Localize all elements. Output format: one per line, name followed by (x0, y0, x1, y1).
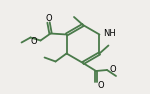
Text: NH: NH (103, 29, 116, 38)
Text: O: O (97, 81, 104, 91)
Text: O: O (110, 66, 117, 75)
Text: O: O (31, 37, 38, 46)
Text: O: O (45, 14, 52, 23)
